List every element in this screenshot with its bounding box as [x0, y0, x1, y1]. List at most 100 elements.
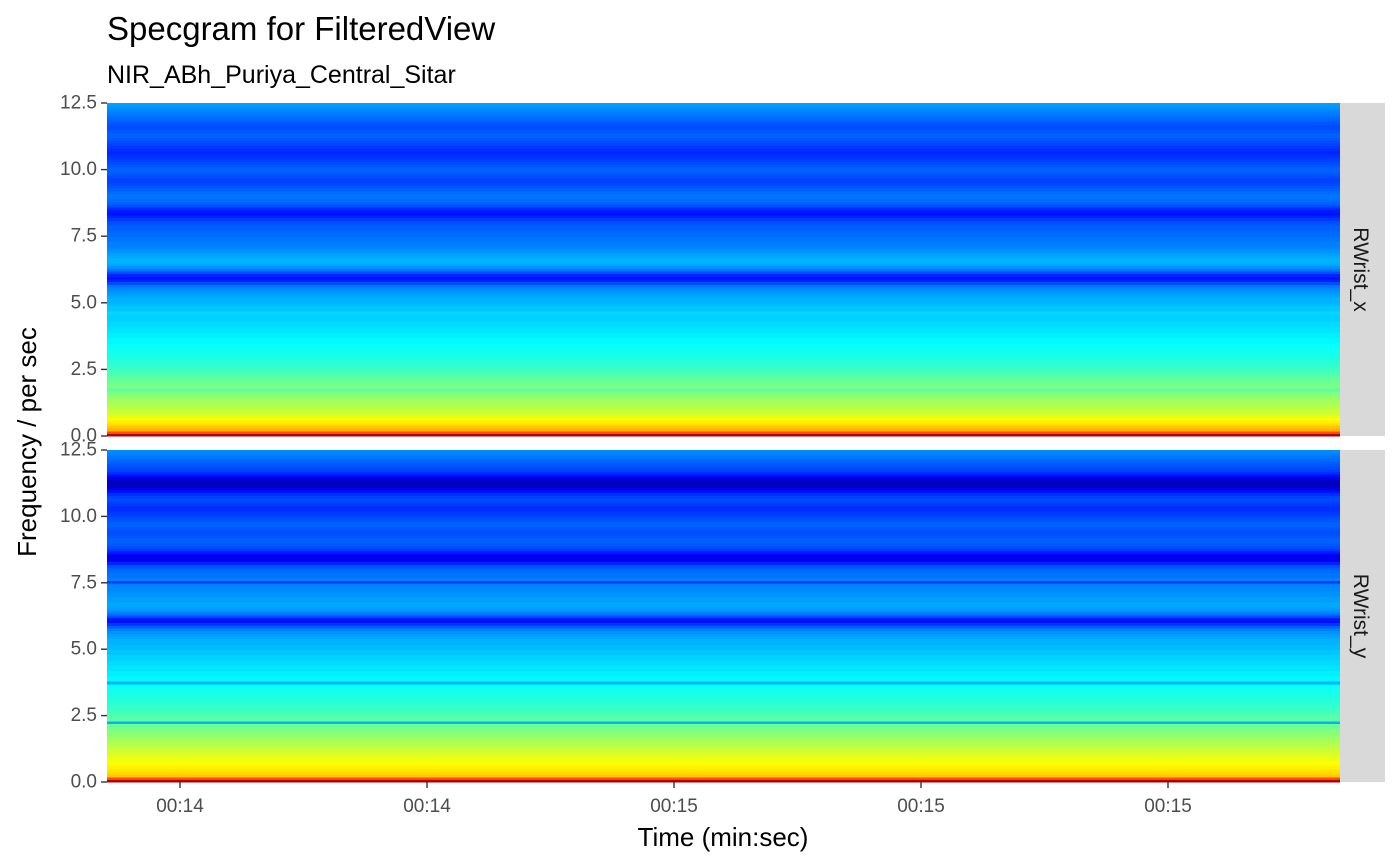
heat-band [107, 755, 1340, 759]
heat-band [107, 457, 1340, 462]
heat-band [107, 450, 1340, 451]
chart-title: Specgram for FilteredView [107, 10, 495, 47]
heat-band [107, 641, 1340, 645]
heat-band [107, 249, 1340, 253]
heat-band [107, 601, 1340, 605]
heat-band [107, 273, 1340, 277]
y-tick-label: 5.0 [71, 292, 97, 313]
heat-band [107, 673, 1340, 677]
heat-band [107, 326, 1340, 331]
heat-band [107, 633, 1340, 637]
x-tick-label: 00:15 [650, 796, 698, 817]
x-tick-label: 00:14 [156, 796, 204, 817]
heat-band [107, 513, 1340, 517]
heat-band [107, 198, 1340, 203]
heat-band [107, 495, 1340, 499]
y-tick-label: 2.5 [71, 359, 97, 380]
heat-band [107, 476, 1340, 480]
heat-band [107, 377, 1340, 381]
facet-panels: RWrist_x 0.0 2.5 5.0 7.5 10.0 12.5 RWrist_y 0.0 2… [60, 93, 1385, 793]
heat-band [107, 545, 1340, 549]
heat-band [107, 734, 1340, 738]
heat-band [107, 169, 1340, 173]
heat-band [107, 503, 1340, 507]
heat-band [107, 177, 1340, 181]
heat-band [107, 281, 1340, 285]
heat-band [107, 364, 1340, 368]
heat-band [107, 707, 1340, 711]
heat-band [107, 332, 1340, 336]
heat-band [107, 465, 1340, 470]
heat-band [107, 180, 1340, 184]
heat-band [107, 342, 1340, 347]
heat-band [107, 129, 1340, 133]
heat-band [107, 704, 1340, 709]
heat-band [107, 140, 1340, 144]
heat-band [107, 766, 1340, 770]
heat-band [107, 609, 1340, 613]
heat-band [107, 758, 1340, 762]
heat-band [107, 750, 1340, 754]
heat-band [107, 450, 1340, 454]
heat-band [107, 590, 1340, 595]
heat-band [107, 519, 1340, 523]
heat-band [107, 588, 1340, 592]
heat-band [107, 686, 1340, 690]
heat-band [107, 404, 1340, 408]
heat-band [107, 103, 1340, 107]
heat-band [107, 212, 1340, 216]
heat-band [107, 246, 1340, 251]
y-tick-label: 10.0 [60, 506, 97, 527]
heat-band [107, 142, 1340, 147]
heat-band [107, 460, 1340, 464]
heat-band [107, 401, 1340, 405]
heat-band [107, 697, 1340, 701]
heat-band [107, 238, 1340, 243]
heat-band [107, 683, 1340, 687]
heat-band [107, 113, 1340, 117]
heat-band [107, 779, 1340, 783]
heat-band [107, 358, 1340, 362]
heat-band [107, 348, 1340, 352]
heat-band [107, 710, 1340, 714]
heat-band [107, 471, 1340, 475]
heat-band [107, 742, 1340, 746]
heat-band [107, 321, 1340, 325]
panel-RWrist_y: RWrist_y 0.0 2.5 5.0 7.5 10.0 12.5 [60, 440, 1385, 793]
heat-band [107, 222, 1340, 227]
heat-band [107, 550, 1340, 555]
heat-band [107, 542, 1340, 547]
heat-band [107, 134, 1340, 139]
x-tick-label: 00:15 [897, 796, 945, 817]
facet-strip [1340, 450, 1385, 782]
heat-band [107, 702, 1340, 706]
heat-band [107, 524, 1340, 528]
heat-band [107, 145, 1340, 149]
heat-band [107, 585, 1340, 589]
heat-band [107, 651, 1340, 656]
heat-band [107, 572, 1340, 576]
heat-band [107, 768, 1340, 772]
heat-band [107, 244, 1340, 248]
heat-band [107, 300, 1340, 304]
heat-band [107, 484, 1340, 488]
heat-band [107, 657, 1340, 661]
heat-band [107, 455, 1340, 459]
heat-band [107, 329, 1340, 333]
heat-band [107, 318, 1340, 323]
heat-band [107, 201, 1340, 205]
heat-band [107, 670, 1340, 674]
heat-band [107, 382, 1340, 386]
heat-band [107, 260, 1340, 264]
heat-band [107, 500, 1340, 504]
heat-band [107, 137, 1340, 141]
heat-band [107, 548, 1340, 552]
x-axis: 00:14 00:14 00:15 00:15 00:15 [156, 782, 1192, 817]
heat-band [107, 681, 1340, 685]
heat-band [107, 569, 1340, 573]
heat-band [107, 619, 1340, 624]
heat-band [107, 398, 1340, 402]
heat-band [107, 511, 1340, 515]
facet-strip-label: RWrist_y [1349, 574, 1372, 659]
x-tick-label: 00:15 [1144, 796, 1192, 817]
